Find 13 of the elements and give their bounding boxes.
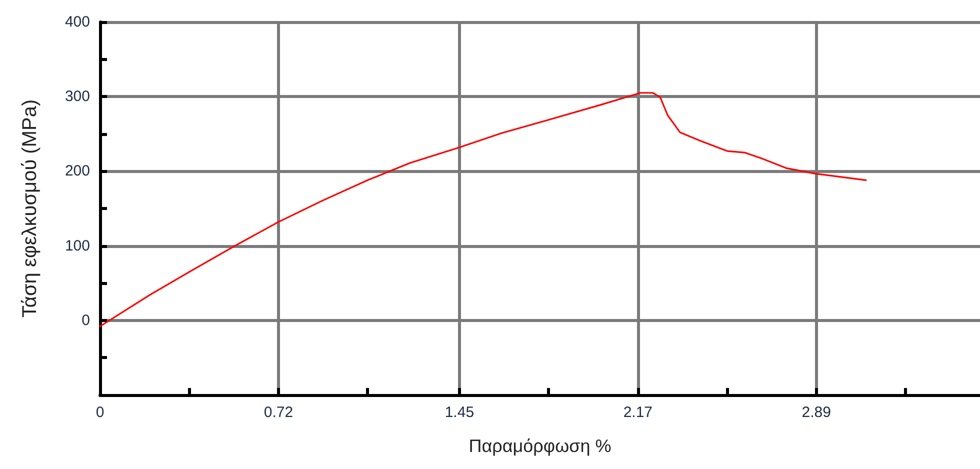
- x-tick-label: 1.45: [444, 404, 474, 421]
- y-tick-label: 300: [64, 88, 90, 106]
- x-tick-label: 0: [96, 404, 104, 421]
- x-tick-label: 0.72: [264, 404, 294, 421]
- line-series: [99, 92, 867, 328]
- y-tick-label: 200: [64, 162, 90, 180]
- x-tick-label: 2.89: [802, 404, 831, 421]
- x-tick-label: 2.17: [623, 404, 653, 421]
- y-tick-label: 0: [82, 312, 90, 329]
- y-axis-title: Τάση εφελκυσμού (MPa): [19, 99, 41, 318]
- y-tick-label: 400: [64, 14, 90, 30]
- y-tick-label: 100: [64, 237, 90, 254]
- x-axis-title: Παραμόρφωση %: [468, 436, 612, 456]
